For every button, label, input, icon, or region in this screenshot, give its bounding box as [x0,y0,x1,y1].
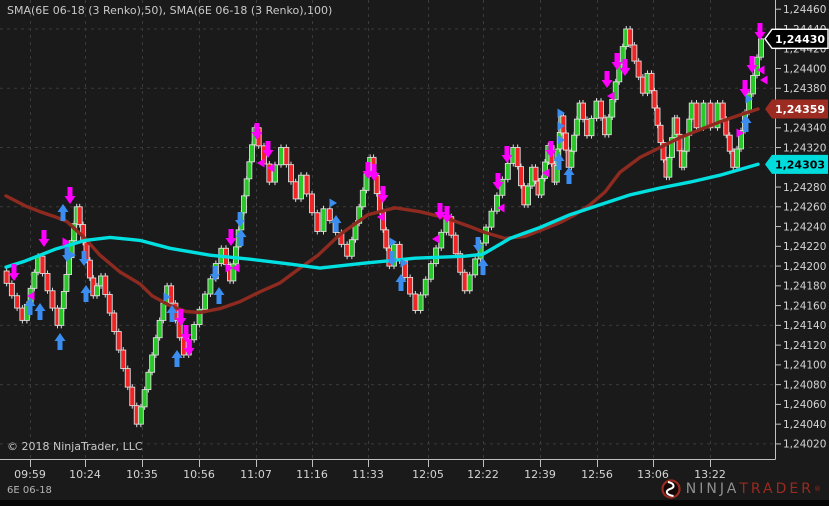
svg-text:1,24120: 1,24120 [783,340,826,352]
bottom-tab-strip [0,500,829,506]
indicator-label: SMA(6E 06-18 (3 Renko),50), SMA(6E 06-18… [7,4,333,17]
logo-text-trader: TRADER [739,481,814,497]
svg-text:1,24200: 1,24200 [783,261,826,273]
time-axis[interactable] [0,460,775,486]
svg-text:10:24: 10:24 [69,468,101,481]
svg-text:1,24380: 1,24380 [783,83,826,95]
instrument-tab[interactable]: 6E 06-18 [7,485,52,496]
svg-text:1,24160: 1,24160 [783,300,826,312]
price-axis[interactable] [776,0,829,459]
svg-text:10:56: 10:56 [183,468,215,481]
svg-text:1,24060: 1,24060 [783,399,826,411]
svg-text:12:22: 12:22 [467,468,499,481]
logo-registered-mark: ® [814,485,821,493]
svg-text:1,24180: 1,24180 [783,281,826,293]
svg-text:1,24359: 1,24359 [775,103,825,116]
ninjatrader-logo-icon [661,479,681,499]
svg-text:1,24020: 1,24020 [783,439,826,451]
copyright-label: © 2018 NinjaTrader, LLC [7,440,143,453]
svg-text:1,24260: 1,24260 [783,202,826,214]
logo-text-ninja: NINJA [685,481,740,497]
svg-text:1,24460: 1,24460 [783,4,826,16]
svg-text:1,24140: 1,24140 [783,320,826,332]
svg-text:11:07: 11:07 [240,468,272,481]
svg-text:1,24080: 1,24080 [783,379,826,391]
svg-text:1,24280: 1,24280 [783,182,826,194]
svg-text:11:33: 11:33 [352,468,384,481]
ninjatrader-logo: NINJA TRADER ® [661,479,821,499]
svg-text:1,24430: 1,24430 [775,33,825,46]
svg-text:12:56: 12:56 [581,468,613,481]
chart-plot-area[interactable] [0,0,775,459]
svg-text:09:59: 09:59 [14,468,46,481]
svg-text:1,24340: 1,24340 [783,123,826,135]
svg-text:1,24320: 1,24320 [783,142,826,154]
svg-text:11:16: 11:16 [296,468,328,481]
svg-text:1,24100: 1,24100 [783,360,826,372]
svg-text:13:22: 13:22 [694,468,726,481]
svg-text:1,24400: 1,24400 [783,63,826,75]
svg-text:12:39: 12:39 [524,468,556,481]
svg-text:1,24220: 1,24220 [783,241,826,253]
svg-text:12:05: 12:05 [412,468,444,481]
svg-text:13:06: 13:06 [637,468,669,481]
svg-text:1,24040: 1,24040 [783,419,826,431]
svg-text:1,24240: 1,24240 [783,221,826,233]
svg-text:1,24303: 1,24303 [775,158,825,171]
svg-text:10:35: 10:35 [126,468,158,481]
